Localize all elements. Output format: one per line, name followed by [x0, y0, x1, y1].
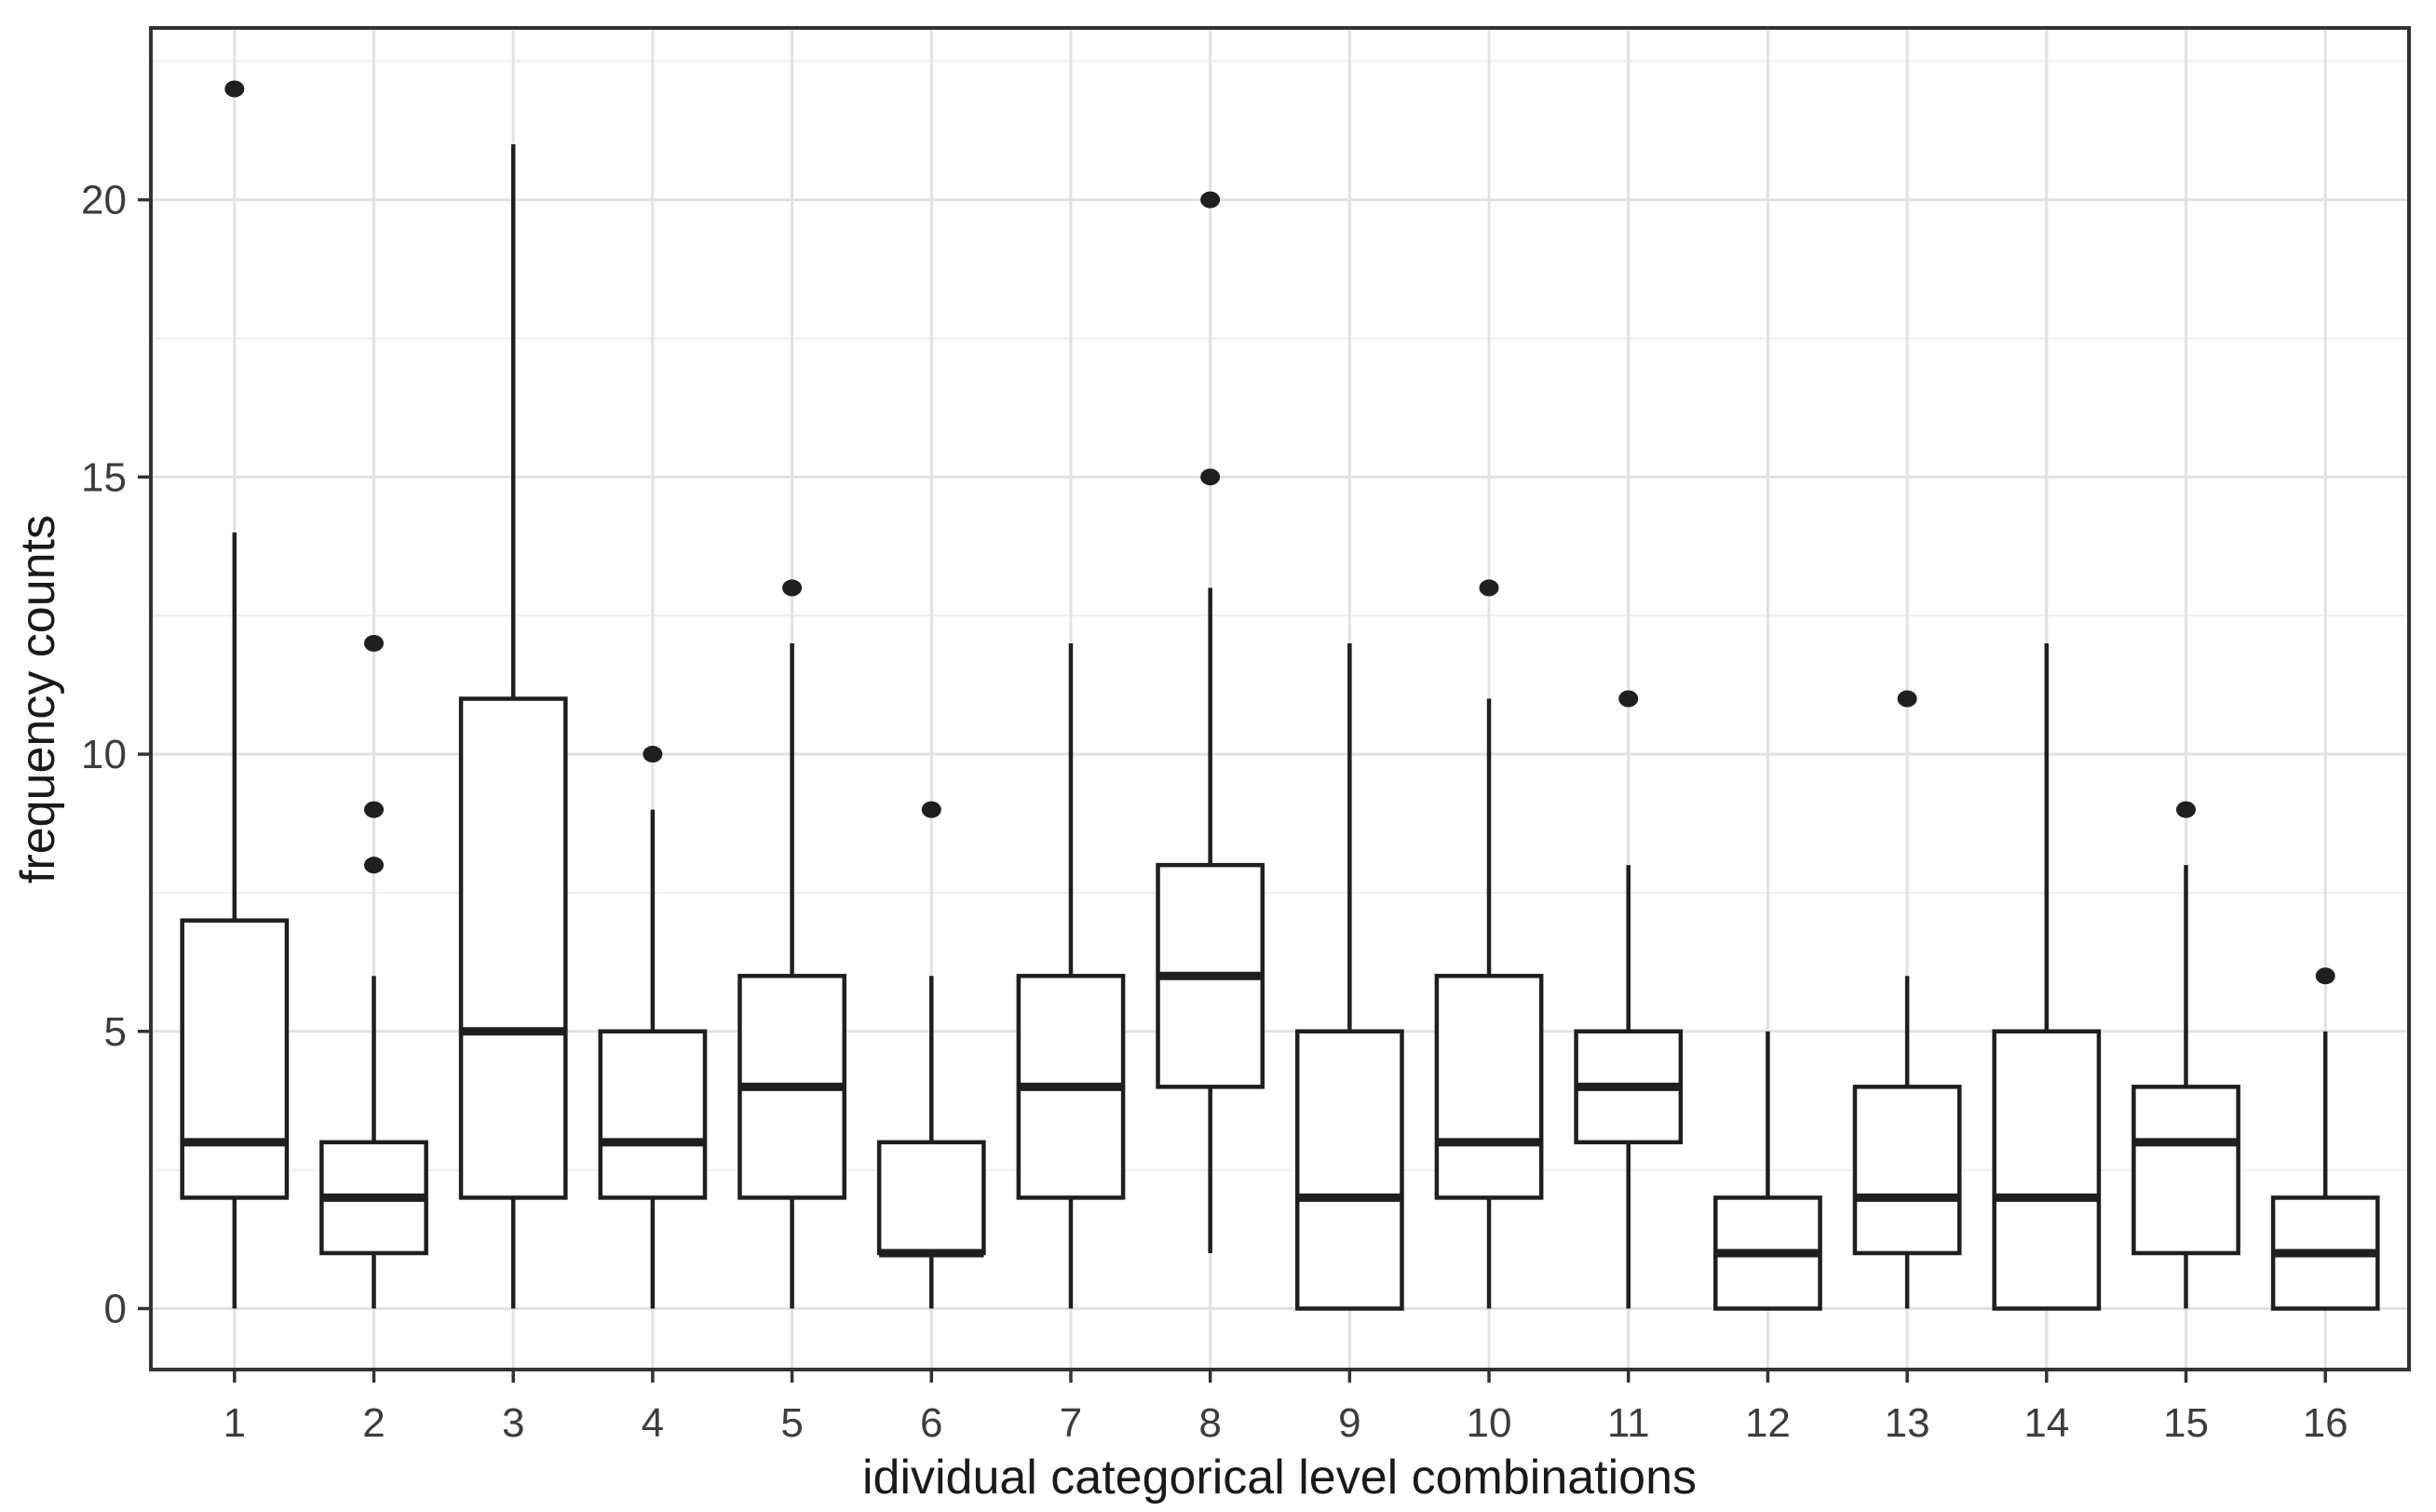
x-tick-label: 11: [1607, 1400, 1650, 1446]
boxplots: [180, 80, 2380, 1311]
outlier-point: [224, 80, 245, 98]
iqr-box: [1992, 1029, 2102, 1311]
outlier-point: [364, 857, 385, 874]
iqr-box: [180, 918, 290, 1200]
boxplot-group: [1574, 690, 1684, 1309]
boxplot-group: [1016, 642, 1126, 1309]
outlier-point: [2315, 967, 2335, 985]
boxplot-group: [2132, 801, 2240, 1309]
x-tick-label: 10: [1467, 1400, 1512, 1446]
y-tick-label: 15: [81, 454, 127, 500]
iqr-box: [876, 1140, 986, 1256]
x-tick-label: 13: [1885, 1400, 1930, 1446]
panel-border: [149, 26, 2411, 1371]
outlier-point: [1897, 690, 1917, 708]
x-tick-label: 1: [223, 1400, 246, 1446]
outlier-point: [364, 801, 385, 818]
x-tick-label: 7: [1060, 1400, 1082, 1446]
x-axis-title: idividual categorical level combinations: [862, 1451, 1697, 1505]
outlier-point: [2175, 801, 2196, 818]
boxplot-group: [2270, 967, 2380, 1311]
outlier-point: [1200, 191, 1221, 209]
x-tick-label: 2: [362, 1400, 385, 1446]
iqr-box: [2132, 1085, 2240, 1256]
x-tick-label: 8: [1198, 1400, 1221, 1446]
outlier-point: [921, 801, 941, 818]
x-tick-label: 12: [1745, 1400, 1791, 1446]
y-tick-label: 20: [81, 178, 127, 223]
iqr-box: [1852, 1085, 1962, 1256]
x-tick-label: 15: [2163, 1400, 2209, 1446]
boxplot-group: [876, 801, 986, 1309]
outlier-point: [643, 746, 663, 763]
y-tick-label: 10: [81, 732, 127, 777]
boxplot-group: [1294, 642, 1404, 1311]
boxplot-group: [738, 579, 846, 1309]
boxplot-group: [458, 144, 568, 1309]
iqr-box: [1294, 1029, 1404, 1311]
iqr-box: [458, 696, 568, 1200]
boxplot-group: [1156, 191, 1265, 1253]
boxplot-group: [1713, 1031, 1822, 1311]
boxplot-group: [598, 746, 708, 1309]
y-tick-label: 5: [104, 1009, 127, 1055]
x-tick-label: 14: [2023, 1400, 2069, 1446]
x-tick-label: 4: [642, 1400, 664, 1446]
outlier-point: [1200, 468, 1221, 486]
outlier-point: [1618, 690, 1639, 708]
boxplot-group: [319, 634, 428, 1309]
iqr-box: [598, 1029, 708, 1200]
outlier-point: [782, 579, 803, 597]
y-tick-label: 0: [104, 1287, 127, 1332]
x-tick-label: 16: [2303, 1400, 2348, 1446]
boxplot-group: [180, 80, 290, 1309]
y-axis-title: frequency counts: [11, 515, 65, 884]
boxplot-group: [1852, 690, 1962, 1309]
iqr-box: [1434, 973, 1544, 1200]
outlier-point: [364, 634, 385, 652]
x-tick-label: 5: [780, 1400, 803, 1446]
boxplot-group: [1992, 642, 2102, 1311]
outlier-point: [1479, 579, 1499, 597]
x-tick-label: 3: [502, 1400, 524, 1446]
boxplot-group: [1434, 579, 1544, 1309]
x-tick-label: 6: [920, 1400, 942, 1446]
x-tick-label: 9: [1338, 1400, 1360, 1446]
